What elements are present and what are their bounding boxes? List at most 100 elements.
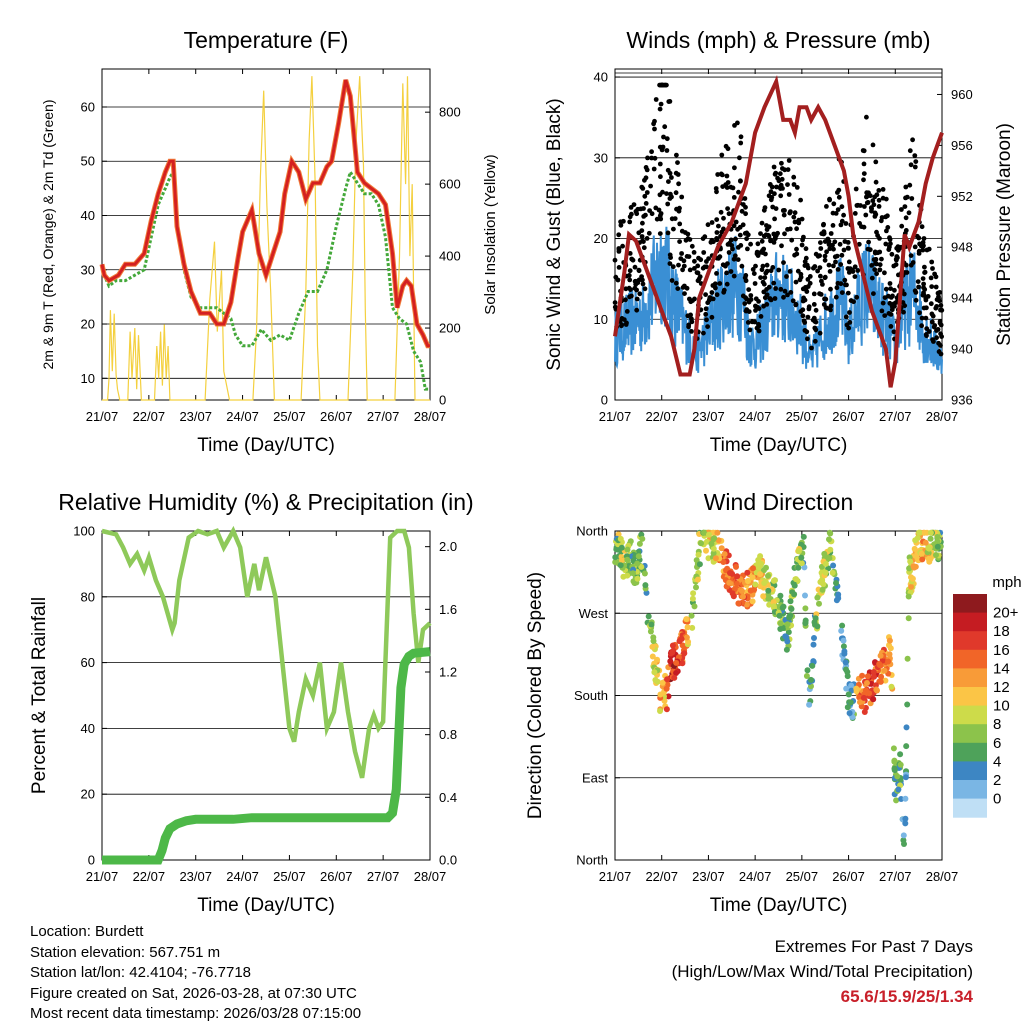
gust-dot bbox=[762, 275, 768, 280]
gust-dot bbox=[818, 240, 823, 246]
gust-dot bbox=[749, 319, 755, 325]
direction-dot bbox=[634, 575, 641, 582]
gust-dot bbox=[676, 181, 681, 187]
gust-dot bbox=[628, 287, 633, 292]
gust-dot bbox=[753, 308, 758, 313]
gust-dot bbox=[907, 182, 913, 188]
gust-dot bbox=[738, 134, 744, 140]
gust-dot bbox=[652, 126, 657, 132]
gust-dot bbox=[640, 281, 646, 287]
direction-dot bbox=[902, 795, 909, 802]
gust-dot bbox=[754, 325, 760, 331]
direction-dot bbox=[673, 659, 680, 666]
gust-dot bbox=[737, 232, 743, 238]
gust-dot bbox=[657, 106, 663, 112]
y2-axis: 0.0 0.4 0.8 1.2 1.6 2.0 bbox=[425, 539, 457, 868]
gust-dot bbox=[786, 158, 792, 163]
gust-dot bbox=[781, 212, 787, 218]
direction-dot bbox=[641, 570, 648, 577]
gust-dot bbox=[695, 278, 701, 284]
gust-dot bbox=[621, 317, 627, 322]
gust-dot bbox=[629, 293, 634, 299]
gust-dot bbox=[824, 204, 829, 209]
gust-dot bbox=[933, 274, 939, 280]
gust-dot bbox=[880, 195, 886, 201]
direction-dot bbox=[821, 550, 828, 557]
gust-dot bbox=[791, 214, 797, 220]
gust-dot bbox=[719, 152, 725, 158]
gust-dot bbox=[773, 170, 779, 176]
y2-tick-label: 1.6 bbox=[439, 602, 457, 617]
direction-dot bbox=[785, 629, 792, 636]
x-axis-label: Time (Day/UTC) bbox=[197, 435, 335, 456]
gust-dot bbox=[748, 293, 754, 298]
elevation-text: Station elevation: 567.751 m bbox=[30, 943, 221, 961]
gust-dot bbox=[680, 267, 685, 273]
direction-dot bbox=[876, 661, 883, 667]
gust-dot bbox=[740, 202, 746, 207]
x-tick-label: 21/07 bbox=[599, 869, 632, 884]
gust-dot bbox=[926, 329, 932, 334]
gust-dot bbox=[773, 286, 778, 291]
gust-dot bbox=[923, 332, 929, 337]
direction-dot bbox=[671, 674, 678, 681]
direction-dot bbox=[693, 584, 699, 591]
gust-dot bbox=[932, 323, 938, 328]
direction-dot bbox=[649, 653, 656, 660]
y2-tick-label: 940 bbox=[951, 342, 973, 357]
gust-dot bbox=[793, 301, 799, 307]
direction-dot bbox=[635, 553, 642, 560]
gust-dot bbox=[778, 193, 784, 199]
gust-dot bbox=[653, 97, 659, 102]
gust-dot bbox=[779, 160, 784, 166]
direction-dot bbox=[904, 655, 911, 662]
gust-dot bbox=[616, 232, 622, 238]
gust-dot bbox=[703, 306, 709, 312]
gust-dot bbox=[644, 190, 650, 195]
gust-dot bbox=[644, 167, 650, 173]
direction-dot bbox=[693, 557, 700, 564]
gust-dot bbox=[780, 166, 785, 171]
gust-dot bbox=[768, 237, 774, 243]
gust-dot bbox=[872, 267, 878, 272]
gust-dot bbox=[929, 319, 935, 325]
direction-dot bbox=[808, 676, 814, 683]
gust-dot bbox=[876, 188, 882, 193]
direction-dot bbox=[882, 677, 889, 684]
colorbar-swatch bbox=[953, 742, 987, 762]
direction-dot bbox=[800, 533, 807, 540]
gust-dot bbox=[839, 204, 845, 210]
x-tick-label: 22/07 bbox=[645, 409, 678, 424]
gust-dot bbox=[651, 166, 657, 172]
direction-dot bbox=[827, 546, 834, 553]
gust-dot bbox=[705, 324, 710, 329]
humidity-line bbox=[101, 525, 432, 779]
direction-dot bbox=[784, 621, 791, 628]
gust-dot bbox=[748, 297, 754, 302]
direction-dot bbox=[624, 556, 631, 563]
direction-dot bbox=[760, 593, 767, 600]
gust-dot bbox=[879, 256, 884, 262]
direction-dot bbox=[784, 638, 791, 645]
panel-wind-direction: 21/07 22/07 23/07 24/07 25/07 26/07 27/07 28/07… bbox=[525, 489, 1022, 916]
direction-dot bbox=[734, 573, 741, 580]
gust-dot bbox=[692, 296, 697, 302]
direction-dot bbox=[830, 562, 837, 569]
y2-tick-label: 2.0 bbox=[439, 539, 457, 554]
y2-tick-label: 956 bbox=[951, 138, 973, 153]
gust-dot bbox=[935, 290, 941, 296]
gust-dot bbox=[746, 287, 752, 292]
direction-dot bbox=[886, 637, 893, 644]
direction-dot bbox=[902, 815, 909, 822]
y-tick-label: 40 bbox=[81, 721, 95, 736]
gust-dot bbox=[848, 298, 854, 303]
direction-dot bbox=[749, 598, 756, 605]
gust-dot bbox=[842, 277, 848, 283]
direction-dot bbox=[905, 593, 912, 600]
gust-dot bbox=[645, 155, 650, 161]
y-axis: North East South West North bbox=[574, 524, 620, 868]
direction-dot bbox=[905, 615, 912, 622]
gust-dot bbox=[781, 294, 786, 300]
gust-dot bbox=[873, 212, 879, 217]
gust-dot bbox=[709, 237, 715, 243]
